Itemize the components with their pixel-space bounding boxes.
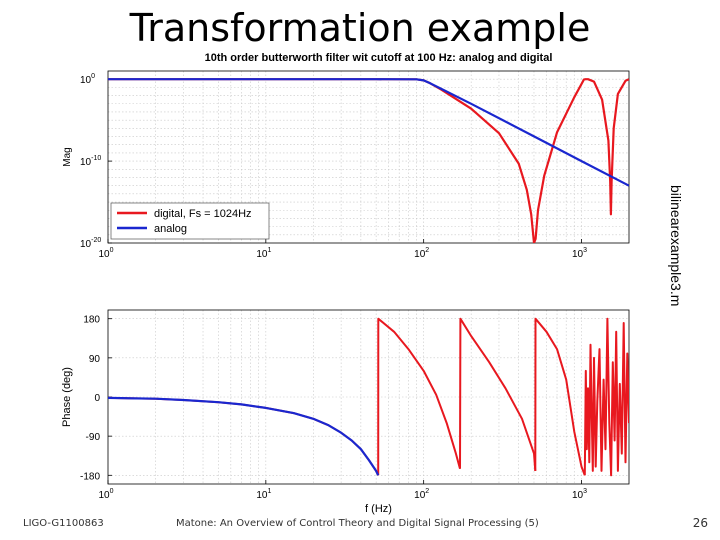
mag-legend: digital, Fs = 1024Hz analog <box>110 202 270 240</box>
phase-series-group <box>108 317 629 477</box>
phase-x-axis-label: f (Hz) <box>365 503 392 515</box>
y-tick-label: 90 <box>89 354 101 365</box>
y-tick-label: 0 <box>94 393 100 404</box>
x-tick-label: 102 <box>414 247 429 260</box>
legend-label: analog <box>154 223 187 235</box>
phase-series-digital <box>583 317 629 477</box>
x-tick-label: 103 <box>572 488 587 501</box>
slide-title: Transformation example <box>129 6 591 50</box>
footer-citation: Matone: An Overview of Control Theory an… <box>176 518 539 529</box>
page-number: 26 <box>692 516 708 530</box>
mag-axes-frame <box>107 70 630 244</box>
legend-box <box>110 202 270 240</box>
y-tick-label: 180 <box>83 315 100 326</box>
mag-series-analog <box>108 78 629 187</box>
magnitude-plot: 100 101 102 103 100 10-10 10-20 10th order butt… <box>62 52 630 260</box>
mag-series-group <box>108 78 629 243</box>
phase-series-analog <box>108 396 380 476</box>
x-tick-label: 102 <box>414 488 429 501</box>
phase-series-digital <box>459 317 537 471</box>
x-tick-label: 103 <box>572 247 587 260</box>
x-tick-label: 101 <box>256 247 271 260</box>
phase-y-axis-label: Phase (deg) <box>61 367 73 427</box>
mag-y-axis-label: Mag <box>62 147 73 166</box>
footer-doc-id: LIGO-G1100863 <box>23 518 104 529</box>
script-filename: bilinearexample3.m <box>668 185 684 307</box>
phase-series-digital <box>377 317 461 476</box>
x-tick-label: 100 <box>98 488 113 501</box>
y-tick-label: 10-10 <box>80 155 101 168</box>
y-tick-label: -180 <box>80 471 100 482</box>
y-tick-label: -90 <box>86 432 101 443</box>
phase-plot: 100 101 102 103 180 90 0 -90 -180 f (Hz) Phase (de… <box>61 309 630 515</box>
mag-chart-title: 10th order butterworth filter wit cutoff… <box>205 52 553 64</box>
x-tick-label: 100 <box>98 247 113 260</box>
y-tick-label: 100 <box>80 73 95 86</box>
phase-series-digital <box>534 317 586 476</box>
x-tick-label: 101 <box>256 488 271 501</box>
y-tick-label: 10-20 <box>80 237 101 250</box>
legend-label: digital, Fs = 1024Hz <box>154 208 252 220</box>
